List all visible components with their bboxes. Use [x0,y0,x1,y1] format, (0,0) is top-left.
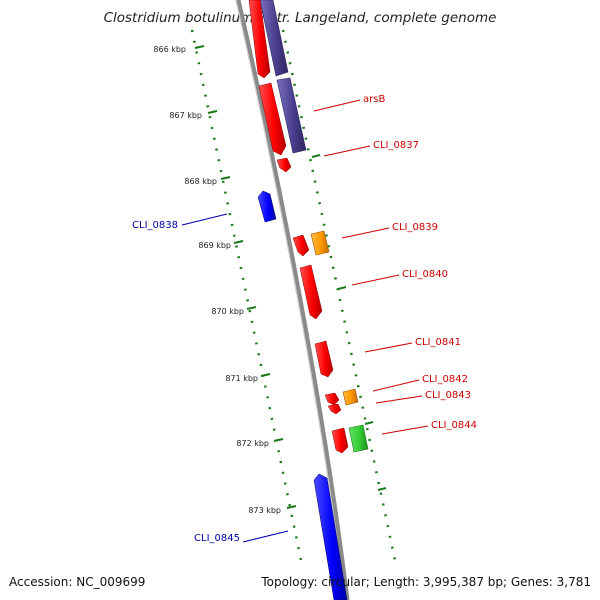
gene-label-CLI_0838[interactable]: CLI_0838 [132,220,178,231]
cds-arsB [258,82,287,156]
label-leaders [181,99,429,543]
tick-mark-867 [207,110,218,114]
tick-label-867: 867 kbp [169,111,202,120]
gene-label-CLI_0839[interactable]: CLI_0839 [392,222,438,233]
tick-mark-868 [220,176,231,180]
gene-label-CLI_0840[interactable]: CLI_0840 [402,269,448,280]
gene-labels: arsB CLI_0837 CLI_0839 CLI_0840 CLI_0841… [132,94,477,544]
tick-label-868: 868 kbp [184,177,217,186]
tick-label-873: 873 kbp [248,506,281,515]
orange-feature-1 [310,230,330,256]
purple-feature-track [259,0,307,154]
cds-CLI_0839 [292,234,310,257]
outer-tick-marks [311,154,387,491]
gene-label-CLI_0837[interactable]: CLI_0837 [373,140,419,151]
cds-CLI_0844 [331,427,349,454]
purple-feature-2 [276,77,307,154]
tick-label-872: 872 kbp [236,439,269,448]
map-title: Clostridium botulinum F str. Langeland, … [104,10,497,26]
reverse-cds-track [257,190,348,600]
tick-mark-866 [194,45,205,49]
genome-backbone [235,0,350,600]
gene-label-CLI_0842[interactable]: CLI_0842 [422,374,468,385]
green-feature-1 [348,424,369,453]
cds-CLI_0843 [327,403,342,415]
accession-text: Accession: NC_009699 [9,575,145,589]
cds-CLI_0838 [257,190,277,223]
tick-mark-871 [260,373,271,377]
gene-label-CLI_0843[interactable]: CLI_0843 [425,390,471,401]
gene-label-CLI_0841[interactable]: CLI_0841 [415,337,461,348]
purple-feature-1 [259,0,289,77]
cds-CLI_0842 [324,392,340,406]
orange-feature-2 [342,388,359,406]
genome-backbone-highlight [235,0,346,600]
tick-mark-872 [273,438,284,442]
tick-mark-869 [233,240,244,244]
cds-CLI_0845 [313,473,348,600]
tick-label-870: 870 kbp [211,307,244,316]
tick-mark-873 [286,505,297,509]
topology-text: Topology: circular; Length: 3,995,387 bp… [260,575,591,589]
tick-label-869: 869 kbp [198,241,231,250]
tick-group: 866 kbp 867 kbp 868 kbp 869 kbp 870 kbp … [153,45,297,515]
tick-mark-870 [246,306,257,310]
gene-label-arsB[interactable]: arsB [363,94,385,105]
forward-cds-track [248,0,349,454]
cds-CLI_0840 [299,264,323,320]
cds-red-1 [248,0,271,79]
cds-CLI_0837 [276,157,292,173]
cds-CLI_0841 [314,340,334,378]
tick-label-871: 871 kbp [225,374,258,383]
gene-label-CLI_0844[interactable]: CLI_0844 [431,420,477,431]
gene-label-CLI_0845[interactable]: CLI_0845 [194,533,240,544]
tick-label-866: 866 kbp [153,45,186,54]
